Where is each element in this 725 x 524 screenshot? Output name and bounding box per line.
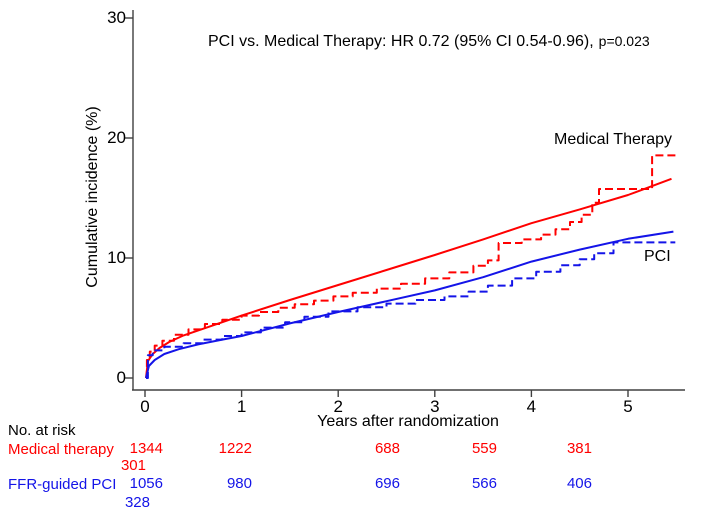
risk-count: 1222 xyxy=(218,440,252,457)
risk-row-label-medical-therapy: Medical therapy xyxy=(8,441,114,458)
pci-kaplan-meier--curve xyxy=(146,241,676,379)
pci-fitted--curve xyxy=(145,230,674,379)
risk-count: 1344 xyxy=(129,440,163,457)
risk-count: 1056 xyxy=(129,475,163,492)
risk-count: 559 xyxy=(471,440,497,457)
pci-curve-label: PCI xyxy=(644,248,671,265)
x-tick-label: 1 xyxy=(236,397,247,416)
risk-count-wrapped: 328 xyxy=(124,494,150,511)
risk-table-header: No. at risk xyxy=(8,422,76,439)
y-tick-label: 10 xyxy=(107,248,126,267)
x-tick-label: 5 xyxy=(623,397,633,416)
risk-count-wrapped: 301 xyxy=(120,457,146,474)
p-value-text: p=0.023 xyxy=(598,33,650,49)
medical-therapy-kaplan-meier--curve xyxy=(145,154,677,379)
medical-therapy-curve-label: Medical Therapy xyxy=(554,131,672,148)
x-tick-label: 4 xyxy=(526,397,537,416)
y-tick-label: 30 xyxy=(107,8,126,27)
risk-row-label-ffr-guided-pci: FFR-guided PCI xyxy=(8,476,117,493)
risk-count: 566 xyxy=(471,475,497,492)
y-tick-label: 0 xyxy=(116,368,126,387)
risk-count: 688 xyxy=(374,440,400,457)
x-axis-title: Years after randomization xyxy=(317,413,499,430)
risk-count: 980 xyxy=(226,475,252,492)
risk-count: 381 xyxy=(566,440,592,457)
x-tick-label: 2 xyxy=(333,397,343,416)
risk-count: 406 xyxy=(566,475,592,492)
hr-annotation: PCI vs. Medical Therapy: HR 0.72 (95% CI… xyxy=(208,33,650,51)
x-tick-label: 3 xyxy=(430,397,440,416)
medical-therapy-fitted--curve xyxy=(145,177,672,379)
hr-annotation-text: PCI vs. Medical Therapy: HR 0.72 (95% CI… xyxy=(208,33,594,50)
y-tick-label: 20 xyxy=(107,128,126,147)
risk-count: 696 xyxy=(374,475,400,492)
x-tick-label: 0 xyxy=(140,397,150,416)
